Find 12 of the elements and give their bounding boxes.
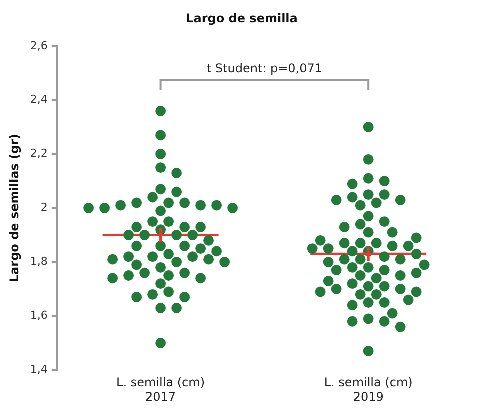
chart-title: Largo de semilla: [186, 11, 298, 26]
y-tick-label: 1,6: [30, 309, 48, 322]
annotation: t Student: p=0,071: [206, 62, 323, 76]
x-tick-label: L. semilla (cm) 2019: [324, 376, 413, 404]
y-tick-label: 2,2: [30, 147, 48, 160]
y-tick-label: 2,6: [30, 39, 48, 52]
y-tick-label: 2: [40, 201, 48, 214]
y-tick-label: 1,4: [30, 363, 48, 376]
y-axis-title: Largo de semillas (gr): [7, 134, 22, 283]
y-tick-label: 1,8: [30, 255, 48, 268]
x-tick-label: L. semilla (cm) 2017: [116, 376, 206, 404]
y-tick-label: 2,4: [30, 93, 48, 106]
